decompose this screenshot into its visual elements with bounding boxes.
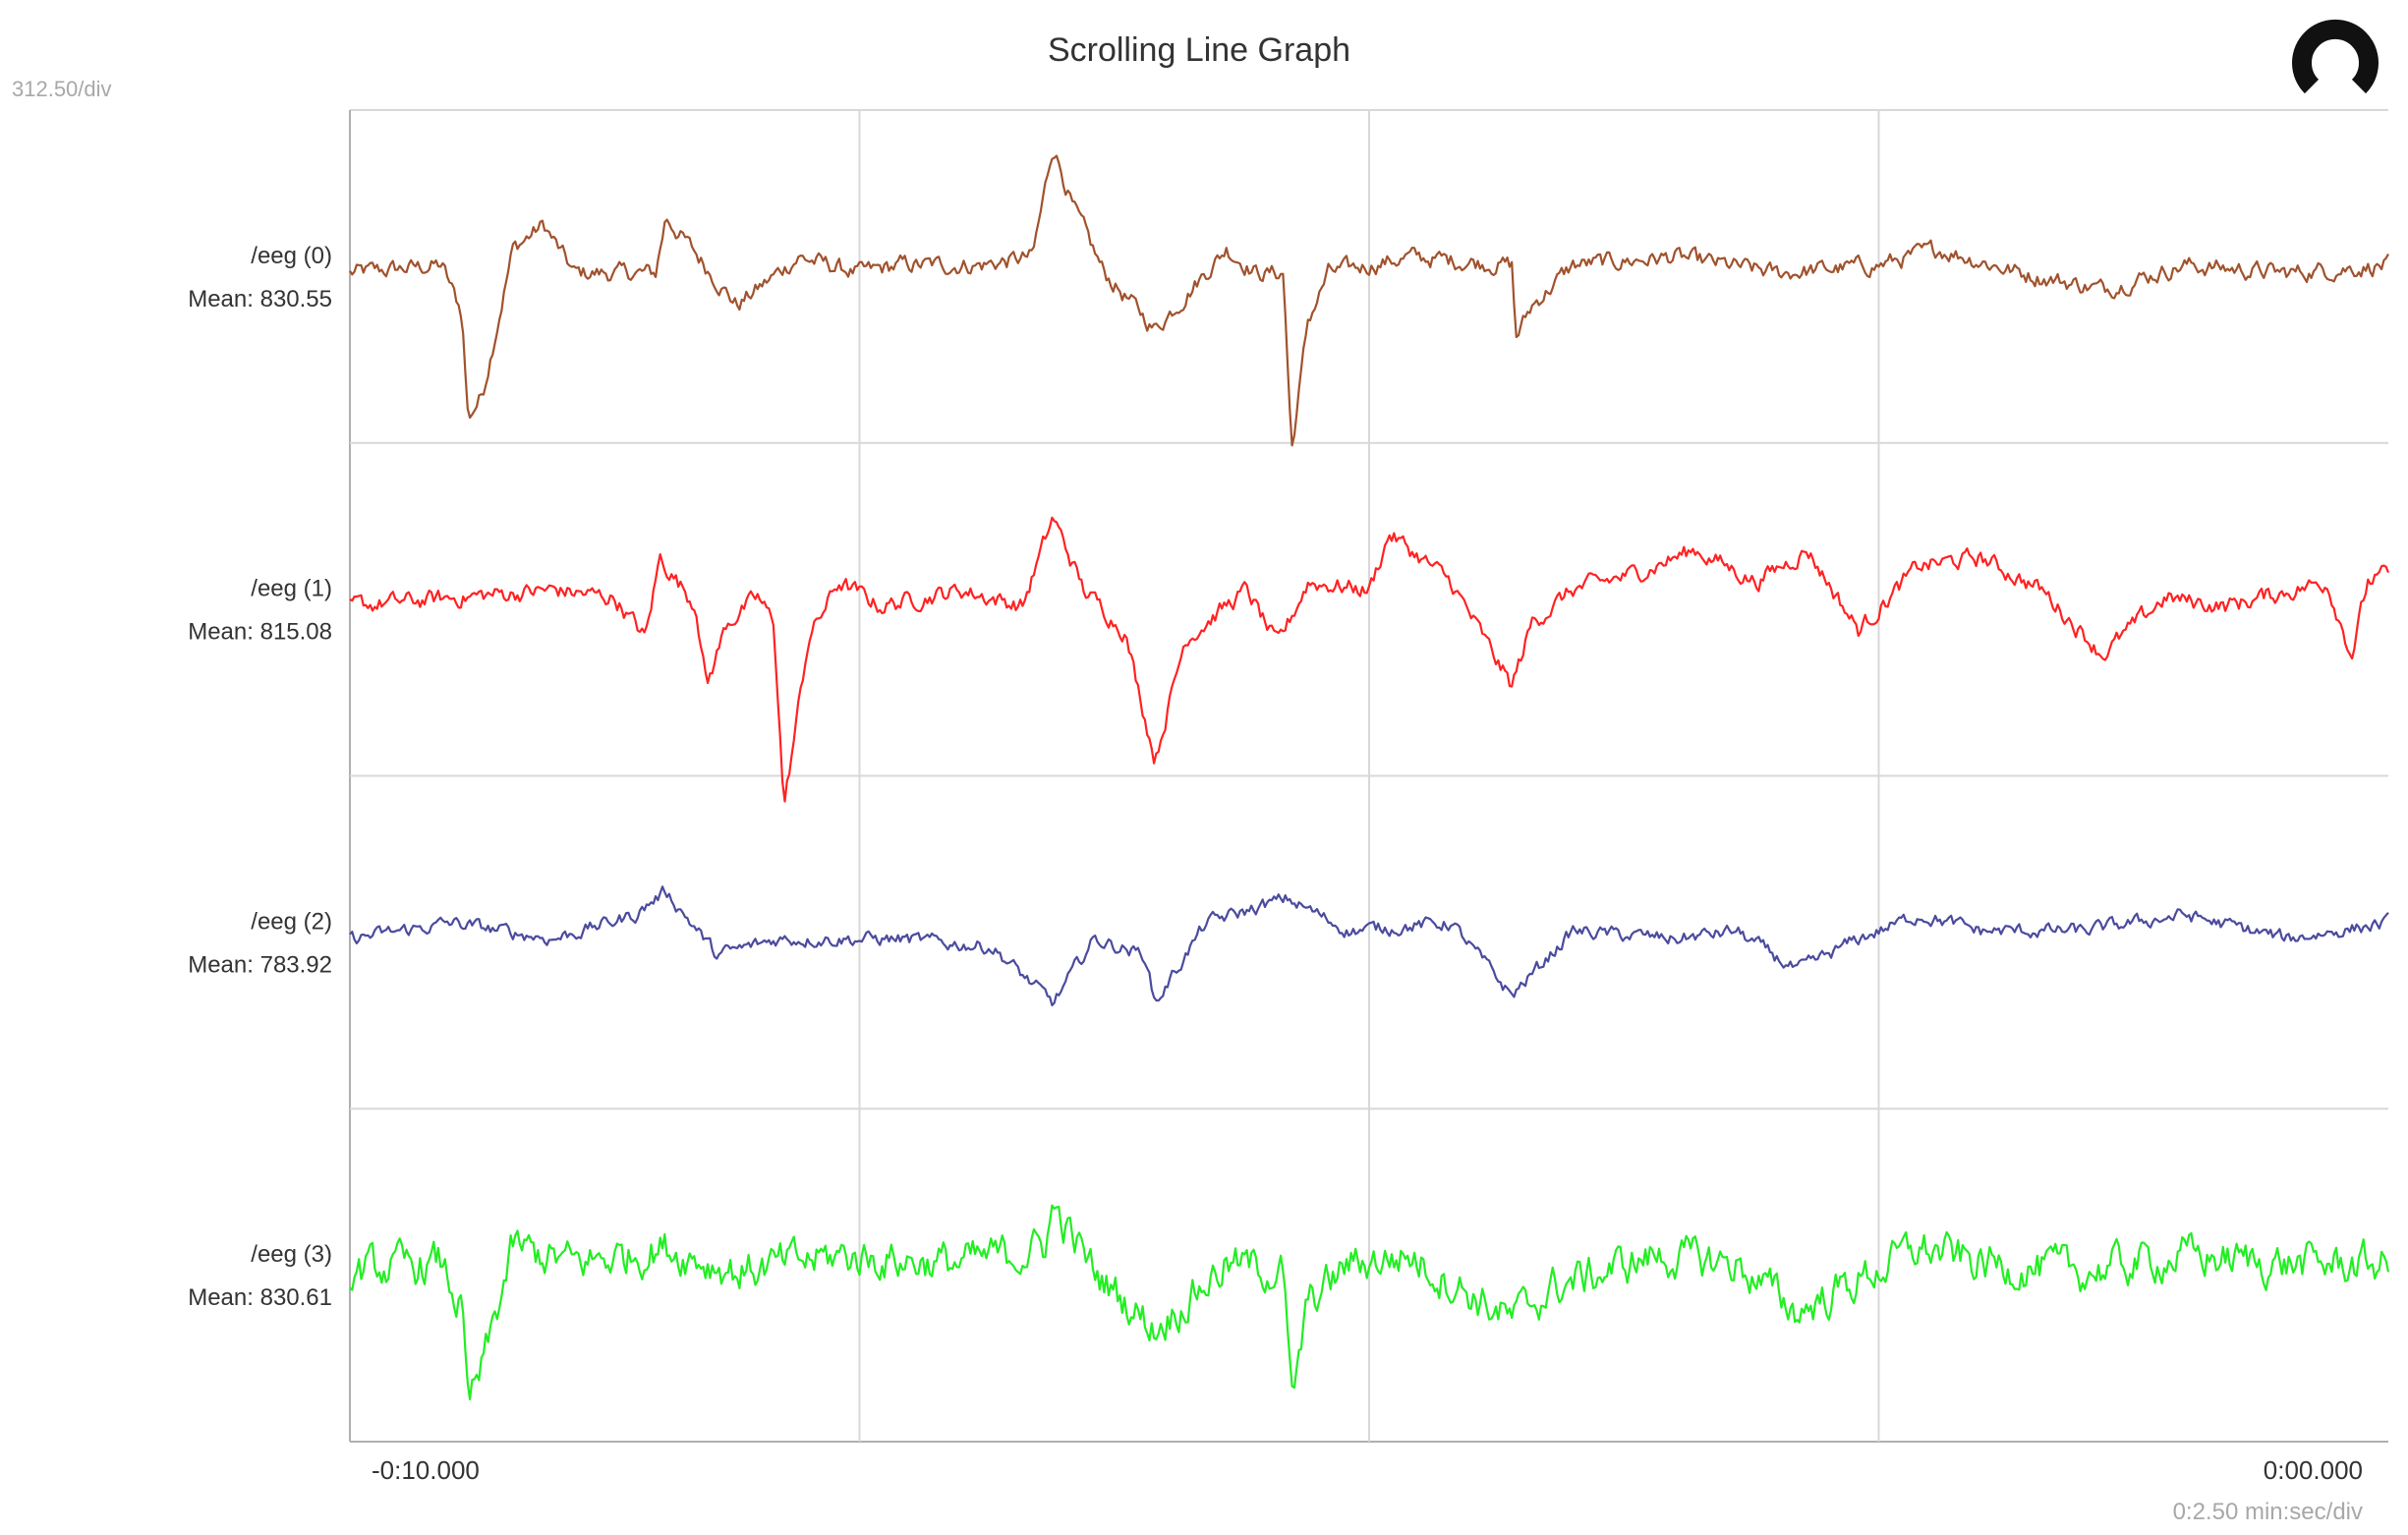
series-line-0	[349, 154, 2389, 447]
series-line-1	[349, 516, 2390, 803]
series-name-label-2: /eeg (2)	[251, 908, 332, 935]
series-mean-label-1: Mean: 815.08	[188, 619, 332, 646]
series-line-3	[349, 1204, 2390, 1400]
series-line-2	[349, 885, 2389, 1007]
channel-labels: /eeg (0) Mean: 830.55/eeg (1) Mean: 815.08…	[188, 243, 332, 1311]
x-scale-label: 0:2.50 min:sec/div	[2173, 1499, 2363, 1525]
series-name-label-3: /eeg (3)	[251, 1241, 332, 1268]
circle-gap-logo-icon	[2292, 20, 2379, 94]
graph-title: Scrolling Line Graph	[1048, 31, 1350, 69]
x-tick-label-start: -0:10.000	[372, 1455, 480, 1485]
series-mean-label-2: Mean: 783.92	[188, 951, 332, 978]
series-mean-label-3: Mean: 830.61	[188, 1284, 332, 1311]
y-scale-label: 312.50/div	[12, 77, 112, 101]
series-group	[349, 154, 2390, 1400]
series-mean-label-0: Mean: 830.55	[188, 286, 332, 313]
x-tick-label-end: 0:00.000	[2264, 1455, 2363, 1485]
grid-lines	[350, 110, 2388, 1442]
logo-ring-shape	[2292, 20, 2379, 94]
series-name-label-1: /eeg (1)	[251, 576, 332, 602]
series-name-label-0: /eeg (0)	[251, 243, 332, 269]
